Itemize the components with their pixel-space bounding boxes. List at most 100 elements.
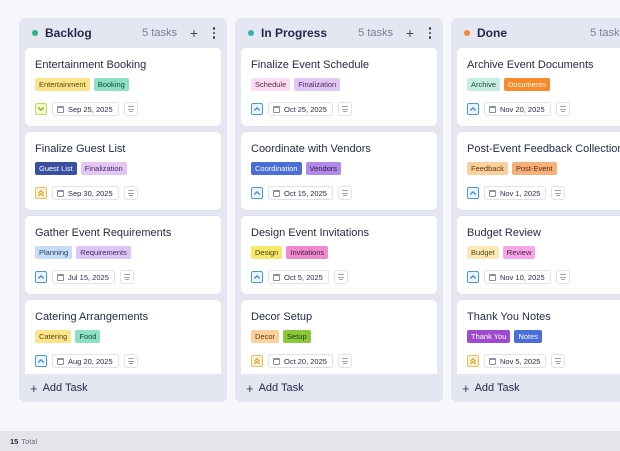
due-date[interactable]: Nov 10, 2025 xyxy=(484,270,551,284)
task-title: Coordinate with Vendors xyxy=(251,143,371,155)
due-date[interactable]: Sep 25, 2025 xyxy=(52,102,119,116)
due-date[interactable]: Oct 20, 2025 xyxy=(268,354,333,368)
due-date-text: Nov 10, 2025 xyxy=(500,272,545,282)
task-card[interactable]: Gather Event Requirements Planning Require… xyxy=(25,216,221,294)
tag-badge: Vendors xyxy=(305,162,342,175)
task-card[interactable]: Coordinate with Vendors Coordination Vendo… xyxy=(241,132,437,210)
column-header: Backlog 5 tasks + xyxy=(19,18,227,48)
tag-badge: Food xyxy=(75,330,101,343)
priority-chevron-up-icon[interactable] xyxy=(467,103,479,115)
tag-list: Coordination Vendors xyxy=(251,162,342,175)
due-date[interactable]: Sep 30, 2025 xyxy=(52,186,119,200)
column-header: In Progress 5 tasks + xyxy=(235,18,443,48)
description-lines-icon[interactable] xyxy=(551,186,566,200)
description-lines-icon[interactable] xyxy=(337,186,352,200)
description-lines-icon[interactable] xyxy=(555,102,570,116)
task-card[interactable]: Entertainment Booking Entertainment Bookin… xyxy=(25,48,221,126)
task-title: Finalize Guest List xyxy=(35,143,126,155)
column-task-count: 5 tasks xyxy=(142,27,177,39)
priority-chevron-up-icon[interactable] xyxy=(467,271,479,283)
task-card[interactable]: Budget Review Budget Review Nov 10, 2025 xyxy=(457,216,620,294)
total-task-count: 15 xyxy=(10,436,19,446)
card-footer: Nov 1, 2025 xyxy=(467,186,566,200)
priority-double-chevron-up-icon[interactable] xyxy=(467,355,479,367)
card-list: Entertainment Booking Entertainment Bookin… xyxy=(25,48,221,390)
calendar-icon xyxy=(489,189,496,197)
tag-badge: Post-Event xyxy=(511,162,557,175)
task-title: Gather Event Requirements xyxy=(35,227,172,239)
card-footer: Oct 15, 2025 xyxy=(251,186,352,200)
tag-badge: Archive xyxy=(467,78,501,91)
priority-chevron-up-icon[interactable] xyxy=(35,355,47,367)
task-card[interactable]: Design Event Invitations Design Invitation… xyxy=(241,216,437,294)
priority-chevron-down-icon[interactable] xyxy=(35,103,47,115)
task-card[interactable]: Decor Setup Decor Setup Oct 20, 2025 xyxy=(241,300,437,378)
task-card[interactable]: Thank You Notes Thank You Notes Nov 5, 2025 xyxy=(457,300,620,378)
due-date-text: Oct 20, 2025 xyxy=(284,356,327,366)
due-date[interactable]: Oct 25, 2025 xyxy=(268,102,333,116)
description-lines-icon[interactable] xyxy=(551,354,566,368)
priority-chevron-up-icon[interactable] xyxy=(251,103,263,115)
tag-badge: Budget xyxy=(467,246,499,259)
calendar-icon xyxy=(489,357,496,365)
add-task-button[interactable]: + Add Task xyxy=(235,374,443,402)
tag-badge: Design xyxy=(251,246,283,259)
tag-badge: Setup xyxy=(283,330,311,343)
tag-list: Thank You Notes xyxy=(467,330,543,343)
task-card[interactable]: Catering Arrangements Catering Food Aug 20,… xyxy=(25,300,221,378)
calendar-icon xyxy=(273,189,280,197)
calendar-icon xyxy=(57,273,64,281)
tag-badge: Notes xyxy=(514,330,543,343)
plus-icon[interactable]: + xyxy=(405,25,415,41)
tag-badge: Coordination xyxy=(251,162,302,175)
due-date[interactable]: Oct 5, 2025 xyxy=(268,270,329,284)
more-vertical-icon[interactable] xyxy=(209,27,219,39)
add-task-button[interactable]: + Add Task xyxy=(19,374,227,402)
tag-badge: Documents xyxy=(504,78,550,91)
due-date[interactable]: Nov 1, 2025 xyxy=(484,186,547,200)
description-lines-icon[interactable] xyxy=(333,270,348,284)
priority-chevron-up-icon[interactable] xyxy=(251,271,263,283)
task-card[interactable]: Post-Event Feedback Collection Feedback Po… xyxy=(457,132,620,210)
due-date[interactable]: Nov 20, 2025 xyxy=(484,102,551,116)
tag-badge: Catering xyxy=(35,330,72,343)
task-card[interactable]: Finalize Guest List Guest List Finalizatio… xyxy=(25,132,221,210)
column-in-progress: In Progress 5 tasks + Finalize Event Sch… xyxy=(235,18,443,402)
description-lines-icon[interactable] xyxy=(123,186,138,200)
total-label: Total xyxy=(21,436,38,446)
tag-list: Catering Food xyxy=(35,330,101,343)
column-done: Done 5 tasks Archive Event DocumentsArch… xyxy=(451,18,620,402)
card-footer: Nov 5, 2025 xyxy=(467,354,566,368)
priority-double-chevron-up-icon[interactable] xyxy=(251,355,263,367)
tag-list: Planning Requirements xyxy=(35,246,131,259)
status-dot-icon xyxy=(248,30,254,36)
description-lines-icon[interactable] xyxy=(337,354,352,368)
priority-double-chevron-up-icon[interactable] xyxy=(35,187,47,199)
column-task-count: 5 tasks xyxy=(590,27,620,39)
priority-chevron-up-icon[interactable] xyxy=(35,271,47,283)
tag-list: Guest List Finalization xyxy=(35,162,127,175)
description-lines-icon[interactable] xyxy=(119,270,134,284)
plus-icon: + xyxy=(30,380,38,396)
add-task-button[interactable]: + Add Task xyxy=(451,374,620,402)
task-card[interactable]: Archive Event Documents Archive Documents N… xyxy=(457,48,620,126)
due-date[interactable]: Nov 5, 2025 xyxy=(484,354,547,368)
due-date[interactable]: Jul 15, 2025 xyxy=(52,270,115,284)
task-title: Thank You Notes xyxy=(467,311,551,323)
due-date[interactable]: Oct 15, 2025 xyxy=(268,186,333,200)
priority-chevron-up-icon[interactable] xyxy=(251,187,263,199)
add-task-label: Add Task xyxy=(258,382,304,394)
description-lines-icon[interactable] xyxy=(123,102,138,116)
column-title: Backlog xyxy=(45,26,92,40)
priority-chevron-up-icon[interactable] xyxy=(467,187,479,199)
description-lines-icon[interactable] xyxy=(123,354,138,368)
due-date[interactable]: Aug 20, 2025 xyxy=(52,354,119,368)
description-lines-icon[interactable] xyxy=(337,102,352,116)
plus-icon[interactable]: + xyxy=(189,25,199,41)
task-card[interactable]: Finalize Event Schedule Schedule Finalizat… xyxy=(241,48,437,126)
more-vertical-icon[interactable] xyxy=(425,27,435,39)
card-footer: Jul 15, 2025 xyxy=(35,270,134,284)
tag-badge: Guest List xyxy=(35,162,77,175)
description-lines-icon[interactable] xyxy=(555,270,570,284)
due-date-text: Jul 15, 2025 xyxy=(68,272,109,282)
